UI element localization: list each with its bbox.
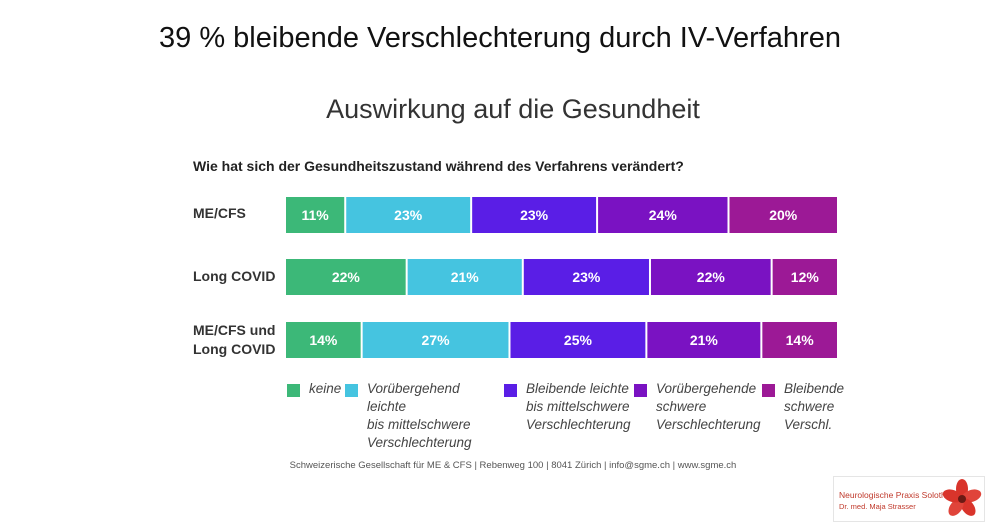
legend-label-line: bis mittelschwere xyxy=(367,417,471,432)
legend-label-line: Verschlechterung xyxy=(656,417,761,432)
logo-practice-name: Neurologische Praxis Solothurn xyxy=(839,490,959,500)
chart-title: Auswirkung auf die Gesundheit xyxy=(326,94,700,124)
logo-doctor-name: Dr. med. Maja Strasser xyxy=(839,502,916,511)
bar-value-label: 22% xyxy=(332,269,361,285)
legend-label-line: Verschlechterung xyxy=(367,435,472,450)
legend-label-line: bis mittelschwere xyxy=(526,399,630,414)
legend-label-line: schwere xyxy=(656,399,707,414)
bar-segment xyxy=(362,322,509,358)
legend-label-line: keine xyxy=(309,381,342,396)
bar-segment xyxy=(472,197,597,233)
bar-segment xyxy=(407,259,522,295)
legend-label-line: schwere xyxy=(784,399,835,414)
row-label-me-cfs-and-long-covid: ME/CFS und Long COVID xyxy=(193,321,275,359)
bar-value-label: 14% xyxy=(786,332,815,348)
legend-label-line: Bleibende leichte xyxy=(526,381,629,396)
row-label-line: Long COVID xyxy=(193,341,276,357)
bar-value-label: 14% xyxy=(309,332,338,348)
bar-value-label: 23% xyxy=(572,269,601,285)
legend-label-line: Bleibende xyxy=(784,381,845,396)
bar-value-label: 23% xyxy=(520,207,549,223)
bar-value-label: 22% xyxy=(697,269,726,285)
bar-segment xyxy=(286,259,406,295)
row-label-long-covid: Long COVID xyxy=(193,267,275,286)
legend-label: Bleibende leichte bis mittelschwere Vers… xyxy=(526,380,631,434)
bar-value-label: 21% xyxy=(690,332,719,348)
legend-label-line: Vorübergehend leichte xyxy=(367,381,460,414)
practice-logo: Neurologische Praxis Solothurn Dr. med. … xyxy=(833,476,985,522)
footer-contact-line: Schweizerische Gesellschaft für ME & CFS… xyxy=(289,460,737,471)
bar-value-label: 11% xyxy=(301,207,329,223)
bar-segment xyxy=(598,197,728,233)
slide-title: 39 % bleibende Verschlechterung durch IV… xyxy=(159,22,841,54)
bar-segment xyxy=(762,322,837,358)
legend-label-line: Verschl. xyxy=(784,417,833,432)
legend-swatch xyxy=(762,384,775,397)
legend-swatch xyxy=(504,384,517,397)
row-label-line: ME/CFS und xyxy=(193,322,276,338)
bar-value-label: 27% xyxy=(422,332,451,348)
bar-value-label: 23% xyxy=(394,207,423,223)
bar-segment xyxy=(772,259,837,295)
bar-value-label: 25% xyxy=(564,332,593,348)
legend-label: keine xyxy=(309,380,341,398)
bar-segment xyxy=(523,259,649,295)
row-label-me-cfs: ME/CFS xyxy=(193,204,246,223)
flower-icon xyxy=(942,479,982,516)
legend-swatch xyxy=(345,384,358,397)
bar-segment xyxy=(510,322,646,358)
legend-label: Bleibende schwere Verschl. xyxy=(784,380,844,434)
legend-label-line: Vorübergehende xyxy=(656,381,757,396)
bar-segment xyxy=(650,259,771,295)
bar-segment xyxy=(286,322,361,358)
chart-question: Wie hat sich der Gesundheitszustand währ… xyxy=(193,158,684,174)
legend-swatch xyxy=(634,384,647,397)
bar-segment xyxy=(729,197,837,233)
bar-value-label: 21% xyxy=(451,269,480,285)
row-label-line: Long COVID xyxy=(193,268,276,284)
bar-segment xyxy=(346,197,471,233)
legend-swatch xyxy=(287,384,300,397)
row-label-line: ME/CFS xyxy=(193,205,246,221)
legend-label-line: Verschlechterung xyxy=(526,417,631,432)
bar-segment xyxy=(647,322,761,358)
bar-value-label: 24% xyxy=(649,207,678,223)
bar-value-label: 20% xyxy=(769,207,798,223)
bar-value-label: 12% xyxy=(791,269,820,285)
legend-label: Vorübergehende schwere Verschlechterung xyxy=(656,380,761,434)
legend-label: Vorübergehend leichte bis mittelschwere … xyxy=(367,380,472,452)
bar-segment xyxy=(286,197,345,233)
